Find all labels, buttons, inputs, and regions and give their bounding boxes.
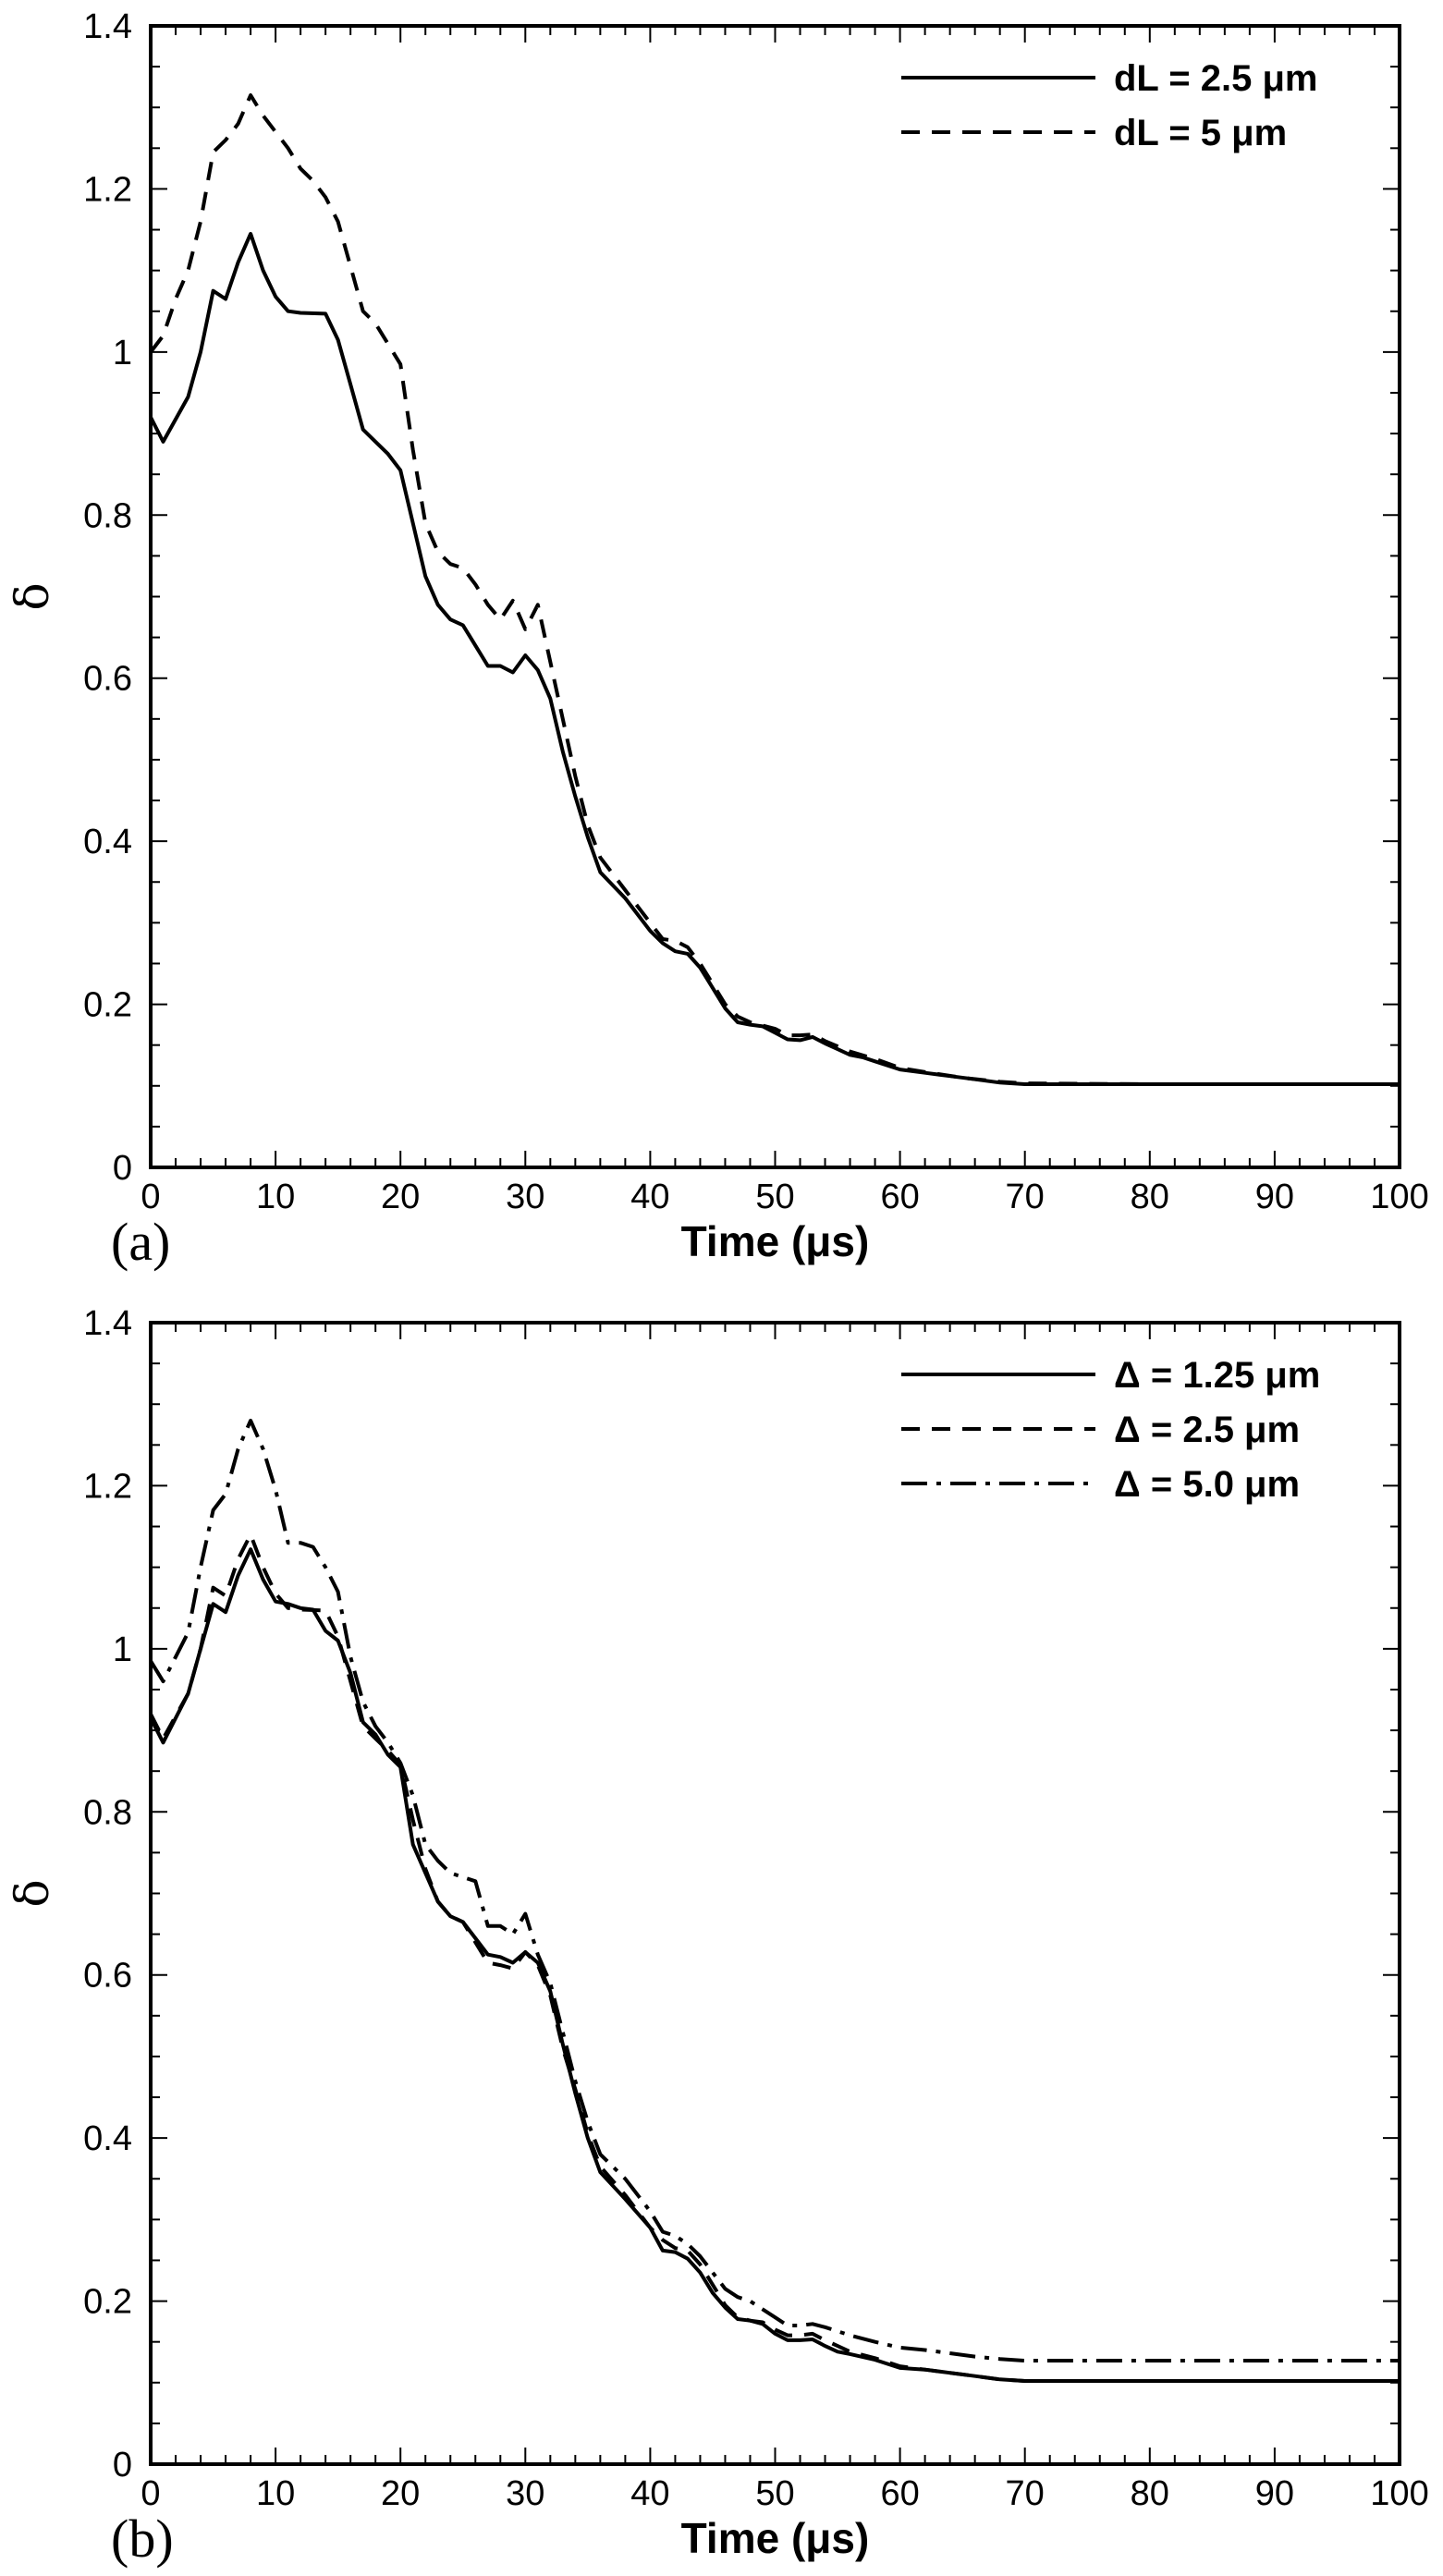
y-tick-label: 1.4: [83, 1304, 132, 1343]
y-tick-label: 1.4: [83, 7, 132, 46]
x-tick-label: 70: [1006, 2474, 1045, 2513]
plot-frame: [149, 24, 1401, 1169]
x-tick-label: 10: [256, 2474, 295, 2513]
x-tick-label: 50: [755, 2474, 794, 2513]
legend-label-3: Δ = 5.0 μm: [1114, 1464, 1300, 1505]
x-tick-label: 10: [256, 1178, 295, 1216]
y-axis-title: δ: [6, 1879, 59, 1907]
y-tick-label: 0.2: [83, 986, 132, 1025]
series-line-3: [149, 1418, 1400, 2362]
x-axis-title: Time (μs): [681, 2514, 870, 2562]
x-tick-label: 100: [1370, 2474, 1428, 2513]
x-tick-label: 0: [141, 1178, 160, 1216]
legend-label-1: Δ = 1.25 μm: [1114, 1355, 1320, 1396]
y-tick-label: 1: [113, 1630, 132, 1669]
series-line-2: [149, 1532, 1400, 2383]
series-line-1: [149, 1547, 1400, 2383]
y-tick-label: 0.8: [83, 1793, 132, 1832]
x-axis-title: Time (μs): [681, 1217, 870, 1265]
x-tick-label: 90: [1255, 1178, 1294, 1216]
legend-label-2: Δ = 2.5 μm: [1114, 1410, 1300, 1450]
x-tick-label: 100: [1370, 1178, 1428, 1216]
x-tick-label: 80: [1131, 2474, 1169, 2513]
legend-label-2: dL = 5 μm: [1114, 113, 1287, 153]
y-tick-label: 1: [113, 334, 132, 372]
y-tick-label: 0: [113, 1149, 132, 1188]
series-line-2: [149, 93, 1400, 1086]
x-tick-label: 20: [381, 2474, 420, 2513]
y-tick-label: 0.6: [83, 1957, 132, 1996]
y-tick-label: 0.2: [83, 2283, 132, 2322]
panel-label: (b): [111, 2509, 174, 2569]
x-tick-label: 0: [141, 2474, 160, 2513]
legend: Δ = 1.25 μm Δ = 2.5 μm Δ = 5.0 μm: [901, 1355, 1320, 1505]
chart-panel-1: 0 10 20 30 40 50 60 70 80 90 100 0 0.2 0.4 0.6 0.8 1 1.2 1…: [6, 7, 1429, 1272]
x-tick-label: 50: [755, 1178, 794, 1216]
x-tick-label: 30: [506, 1178, 544, 1216]
x-tick-label: 60: [880, 1178, 919, 1216]
legend: dL = 2.5 μm dL = 5 μm: [901, 58, 1318, 153]
y-tick-label: 0.4: [83, 823, 132, 861]
y-tick-label: 0.6: [83, 660, 132, 699]
y-tick-label: 0.8: [83, 496, 132, 535]
x-tick-label: 30: [506, 2474, 544, 2513]
x-tick-label: 80: [1131, 1178, 1169, 1216]
y-tick-label: 0.4: [83, 2119, 132, 2158]
x-tick-label: 40: [630, 2474, 669, 2513]
y-axis-title: δ: [6, 582, 59, 610]
x-tick-label: 70: [1006, 1178, 1045, 1216]
x-tick-label: 90: [1255, 2474, 1294, 2513]
x-tick-label: 20: [381, 1178, 420, 1216]
y-tick-label: 0: [113, 2446, 132, 2484]
y-tick-label: 1.2: [83, 170, 132, 209]
panel-label: (a): [111, 1212, 170, 1272]
y-tick-label: 1.2: [83, 1467, 132, 1506]
legend-label-1: dL = 2.5 μm: [1114, 58, 1318, 99]
x-tick-label: 40: [630, 1178, 669, 1216]
series-line-1: [149, 231, 1400, 1086]
x-tick-label: 60: [880, 2474, 919, 2513]
chart-panel-2: 0 10 20 30 40 50 60 70 80 90 100 0 0.2 0.4 0.6 0.8 1 1.2 1…: [6, 1304, 1429, 2569]
